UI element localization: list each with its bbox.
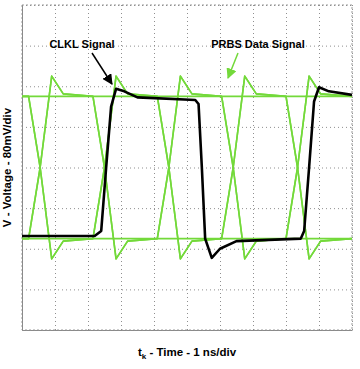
grid-line — [22, 168, 352, 169]
grid-line — [187, 5, 188, 330]
tick — [220, 5, 221, 330]
annotation-arrow — [228, 53, 238, 78]
data-trace — [22, 76, 352, 259]
x-axis-title: tk - Time - 1 ns/div — [138, 346, 237, 361]
annotation-arrow — [92, 53, 112, 84]
data-trace — [22, 76, 352, 259]
x-axis — [23, 5, 353, 331]
grid-line — [88, 5, 89, 330]
tick — [154, 5, 155, 330]
plot-frame — [22, 5, 352, 330]
grid-line — [253, 5, 254, 330]
tick — [121, 5, 122, 330]
annotation: CLKL Signal — [49, 38, 114, 50]
data-trace — [22, 76, 352, 259]
tick — [286, 5, 287, 330]
tick — [22, 5, 352, 6]
data-trace — [22, 76, 352, 259]
grid-line — [22, 5, 352, 6]
grid-line — [121, 5, 122, 330]
tick — [22, 289, 352, 290]
annotation: PRBS Data Signal — [211, 38, 305, 50]
tick — [22, 168, 352, 169]
grid-line — [220, 5, 221, 330]
chart: CLKL Signal PRBS Data Signal tk - Time - 1… — [0, 0, 360, 369]
y-axis-title: V - Voltage - 80mV/div — [1, 107, 13, 227]
plot-area — [22, 76, 352, 259]
y-axis — [22, 6, 352, 331]
clock-trace — [22, 87, 352, 258]
grid-line — [286, 5, 287, 330]
grid-line — [22, 289, 352, 290]
tick — [253, 5, 254, 330]
tick — [187, 5, 188, 330]
data-trace — [22, 76, 352, 259]
grid-line — [22, 5, 23, 330]
tick — [88, 5, 89, 330]
grid-line — [319, 5, 320, 330]
tick — [352, 5, 353, 330]
tick — [22, 5, 23, 330]
grid-line — [22, 330, 352, 331]
data-trace — [22, 76, 352, 259]
tick — [22, 330, 352, 331]
grid-line — [154, 5, 155, 330]
grid-line — [55, 5, 56, 330]
tick — [55, 5, 56, 330]
tick — [319, 5, 320, 330]
axis-line — [23, 330, 353, 331]
grid-line — [352, 5, 353, 330]
